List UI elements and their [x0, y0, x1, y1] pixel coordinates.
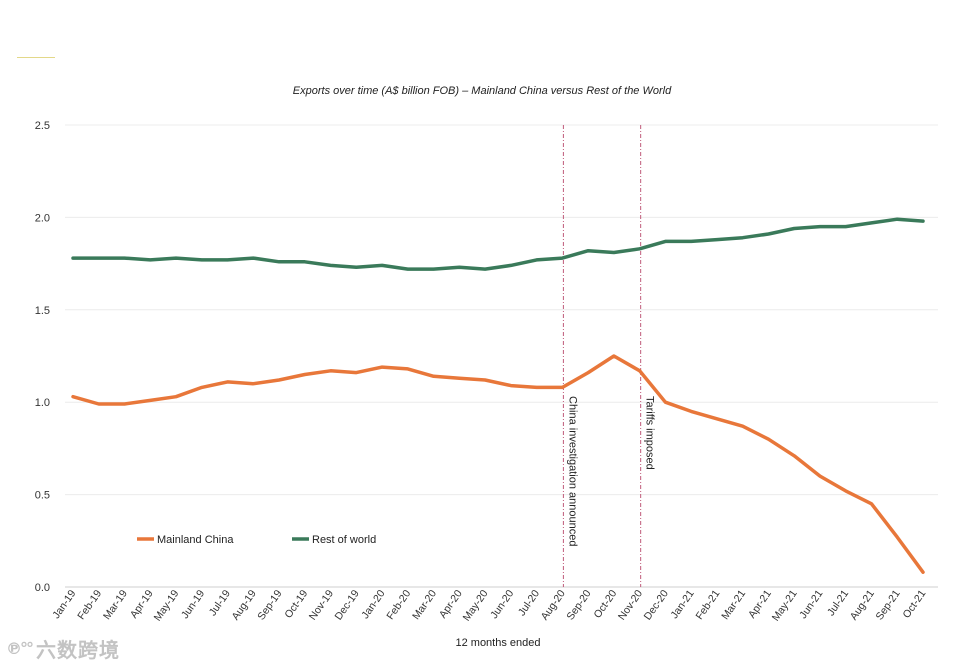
- x-tick-label: May-20: [461, 588, 491, 624]
- annotation-label: China investigation announced: [566, 396, 578, 546]
- series-line-mainland-china: [71, 354, 925, 574]
- x-tick-label: Sep-19: [255, 588, 284, 623]
- x-tick-label: Aug-19: [230, 588, 259, 623]
- y-tick-label: 0.5: [35, 490, 50, 502]
- y-tick-label: 0.0: [35, 582, 50, 594]
- x-tick-label: Mar-20: [410, 588, 439, 622]
- accent-line: [17, 57, 55, 58]
- chart-title: Exports over time (A$ billion FOB) – Mai…: [293, 85, 672, 97]
- legend-label: Mainland China: [157, 534, 234, 546]
- y-tick-label: 1.0: [35, 397, 50, 409]
- x-tick-label: Jul-21: [825, 588, 851, 618]
- x-tick-label: Nov-19: [307, 588, 336, 623]
- x-tick-label: Nov-20: [616, 588, 645, 623]
- x-tick-label: Jun-21: [797, 588, 825, 621]
- x-tick-label: Feb-20: [384, 588, 413, 622]
- x-tick-label: Jun-20: [488, 588, 516, 621]
- x-axis-label: 12 months ended: [455, 637, 540, 649]
- series-line-rest-of-world: [71, 217, 925, 271]
- legend-label: Rest of world: [312, 534, 376, 546]
- x-tick-label: Aug-20: [539, 588, 568, 623]
- x-tick-label: Jul-20: [516, 588, 542, 618]
- x-tick-label: Mar-21: [719, 588, 748, 622]
- y-tick-label: 2.0: [35, 212, 50, 224]
- x-tick-label: Jan-19: [50, 588, 78, 621]
- y-tick-label: 2.5: [35, 120, 50, 132]
- grid: [65, 124, 938, 588]
- x-tick-label: Jan-21: [668, 588, 696, 621]
- x-tick-label: Jun-19: [179, 588, 207, 621]
- watermark-logo-icon: ℗°°: [6, 638, 34, 658]
- x-tick-label: Oct-21: [901, 588, 929, 621]
- x-tick-label: Jan-20: [359, 588, 387, 621]
- x-tick-label: Feb-21: [693, 588, 722, 622]
- x-tick-label: Dec-19: [333, 588, 362, 623]
- x-tick-label: Mar-19: [101, 588, 130, 622]
- x-tick-label: May-19: [152, 588, 182, 624]
- y-axis: 0.0 0.5 1.0 1.5 2.0 2.5: [35, 120, 50, 594]
- annotation-label: Tariffs imposed: [644, 396, 656, 470]
- x-tick-label: Feb-19: [75, 588, 104, 622]
- x-tick-label: May-21: [770, 588, 800, 624]
- x-tick-label: Aug-21: [848, 588, 877, 623]
- annotations: China investigation announced Tariffs imp…: [562, 125, 656, 587]
- legend: Mainland China Rest of world: [137, 534, 376, 546]
- x-tick-label: Sep-20: [564, 588, 593, 623]
- x-tick-label: Dec-20: [642, 588, 671, 623]
- watermark: ℗°° 六数跨境: [6, 634, 120, 662]
- series: [71, 217, 925, 574]
- watermark-text: 六数跨境: [36, 637, 120, 662]
- x-tick-label: Sep-21: [873, 588, 902, 623]
- y-tick-label: 1.5: [35, 305, 50, 317]
- x-tick-label: Jul-19: [207, 588, 233, 618]
